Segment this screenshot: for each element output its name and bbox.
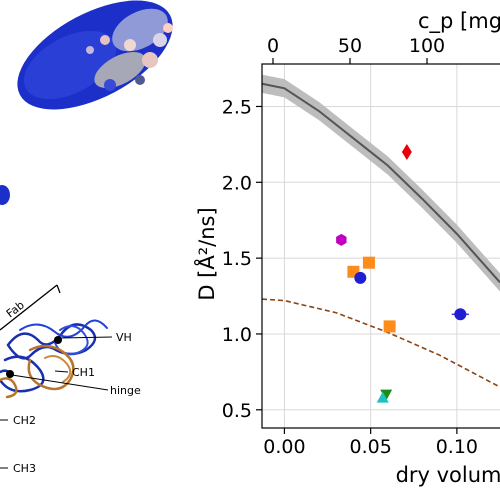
x-tick-label: 0.10 [436, 436, 478, 458]
vh-label: VH [116, 331, 132, 344]
solid-curve-band [262, 74, 500, 292]
protein-surface-render [17, 0, 173, 110]
top-axis-label: c_p [mg [418, 9, 500, 34]
y-tick-label: 2.0 [222, 172, 252, 194]
ch2-label: CH2 [13, 414, 36, 427]
chart-panel: 0.00 0.05 0.10 0.5 1.0 1.5 2.0 2.5 0 50 100 1 dry v… [193, 9, 500, 487]
data-point [380, 389, 393, 401]
top-tick-label: 0 [267, 35, 279, 57]
ch3-label: CH3 [13, 462, 36, 475]
data-point [454, 308, 467, 321]
data-point [362, 256, 375, 269]
fab-bracket-line [0, 284, 58, 331]
fragment-blob [0, 185, 10, 205]
fab-label: Fab [4, 298, 27, 320]
solid-curve [261, 82, 500, 284]
x-tick-label: 0.05 [349, 436, 391, 458]
x-axis-label: dry volume [396, 463, 500, 487]
data-point [336, 233, 347, 246]
y-tick-label: 1.5 [222, 248, 252, 270]
top-tick-label: 100 [409, 35, 445, 57]
ticks: 0.00 0.05 0.10 0.5 1.0 1.5 2.0 2.5 0 50 100 1 [222, 35, 500, 458]
data-point [401, 143, 412, 160]
y-tick-label: 0.5 [222, 400, 252, 422]
data-point [354, 271, 367, 284]
hinge-marker [6, 370, 14, 378]
hinge-label: hinge [110, 384, 141, 397]
data-point [376, 391, 389, 403]
dashed-curve [261, 298, 500, 388]
y-axis-label: D [Å²/ns] [193, 207, 219, 300]
data-points [336, 143, 469, 403]
plot-frame [261, 63, 500, 429]
data-point [383, 320, 396, 333]
structure-panel: Fab VH CH1 hinge CH2 [0, 0, 173, 475]
y-tick-label: 2.5 [222, 96, 252, 118]
top-tick-label: 50 [338, 35, 362, 57]
x-tick-label: 0.00 [263, 436, 305, 458]
y-tick-label: 1.0 [222, 324, 252, 346]
ribbon-structure [0, 319, 108, 399]
ch1-label: CH1 [72, 366, 95, 379]
top-tick-label: 1 [498, 35, 500, 57]
vh-marker [54, 336, 62, 344]
